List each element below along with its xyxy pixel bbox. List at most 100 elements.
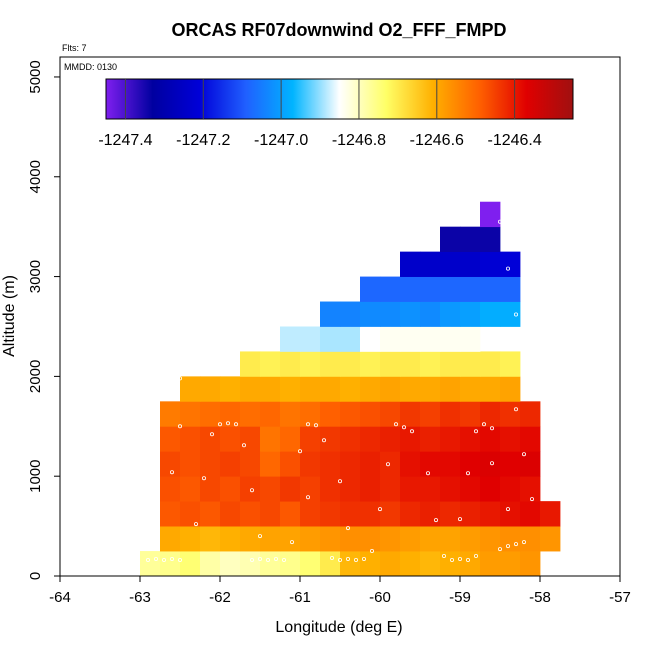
flights-label: Flts: 7 [62, 43, 87, 53]
sample-point [497, 547, 502, 552]
heatmap-cell [240, 476, 261, 502]
heatmap-cell [240, 451, 261, 477]
heatmap-cell [500, 526, 521, 552]
heatmap-cell [480, 276, 501, 302]
heatmap-cell [200, 551, 221, 577]
heatmap-cell [420, 251, 441, 277]
heatmap-cell [260, 451, 281, 477]
heatmap-cell [360, 301, 381, 327]
sample-point [377, 507, 382, 512]
heatmap-cell [480, 301, 501, 327]
heatmap-cell [340, 476, 361, 502]
sample-point [369, 549, 374, 554]
sample-point [337, 479, 342, 484]
heatmap-cell [260, 401, 281, 427]
heatmap-cell [360, 401, 381, 427]
heatmap-cell [200, 426, 221, 452]
heatmap-cell [380, 301, 401, 327]
heatmap-cell [420, 526, 441, 552]
heatmap-cell [440, 376, 461, 402]
heatmap-cell [380, 551, 401, 577]
heatmap-cell [480, 351, 501, 377]
heatmap-cell [240, 551, 261, 577]
y-axis-label: Altitude (m) [1, 275, 18, 357]
sample-point [481, 422, 486, 427]
sample-point [153, 516, 158, 521]
heatmap-cell [520, 476, 541, 502]
heatmap-cell [440, 426, 461, 452]
heatmap-cell [200, 451, 221, 477]
sample-point [201, 476, 206, 481]
heatmap-cell [280, 451, 301, 477]
heatmap-cell [400, 301, 421, 327]
heatmap-cell [280, 551, 301, 577]
heatmap-cell [440, 351, 461, 377]
heatmap-cell [300, 526, 321, 552]
sample-point [514, 407, 519, 412]
heatmap-cell [440, 301, 461, 327]
sample-point [169, 470, 174, 475]
sample-point [273, 557, 278, 562]
heatmap-cell [380, 426, 401, 452]
heatmap-cell [520, 451, 541, 477]
sample-point [505, 266, 510, 271]
x-tick-label: -62 [209, 589, 231, 606]
heatmap-cell [440, 526, 461, 552]
heatmap-cell [460, 376, 481, 402]
heatmap-cell [400, 351, 421, 377]
heatmap-cell [160, 401, 181, 427]
y-tick-label: 2000 [27, 360, 44, 393]
heatmap-cell [360, 376, 381, 402]
x-tick-label: -58 [529, 589, 551, 606]
heatmap-cell [500, 301, 521, 327]
plot-frame [59, 56, 621, 577]
heatmap-cell [400, 551, 421, 577]
heatmap-cell [260, 476, 281, 502]
heatmap-cell [220, 501, 241, 527]
heatmap-cell [280, 376, 301, 402]
colorbar-tick-label: -1247.0 [254, 132, 308, 149]
heatmap-cell [480, 551, 501, 577]
heatmap-cell [440, 476, 461, 502]
heatmap-cell [500, 251, 521, 277]
heatmap-cell [160, 551, 181, 577]
x-tick-label: -57 [609, 589, 631, 606]
x-axis: -64 -63 -62 -61 -60 -59 -58 -57 [49, 576, 631, 606]
sample-point [497, 219, 502, 224]
y-tick-label: 5000 [27, 60, 44, 93]
heatmap-cell [320, 351, 341, 377]
sample-point [465, 471, 470, 476]
heatmap-cell [280, 351, 301, 377]
heatmap-cell [200, 501, 221, 527]
heatmap-cell [480, 401, 501, 427]
heatmap-cell [400, 376, 421, 402]
heatmap-cell [300, 451, 321, 477]
heatmap-cell [220, 376, 241, 402]
sample-point [530, 497, 535, 502]
heatmap-cell [380, 326, 401, 352]
heatmap-cell [160, 451, 181, 477]
heatmap-cell [360, 476, 381, 502]
heatmap-cell [300, 426, 321, 452]
heatmap-cell [420, 426, 441, 452]
heatmap-cell [320, 376, 341, 402]
heatmap-cell [340, 326, 361, 352]
heatmap-cell [400, 476, 421, 502]
heatmap-cell [300, 351, 321, 377]
sample-point [265, 558, 270, 563]
heatmap-cell [220, 551, 241, 577]
heatmap-cell [220, 401, 241, 427]
heatmap-cell [380, 276, 401, 302]
date-label: MMDD: 0130 [64, 62, 117, 72]
heatmap-cell [380, 476, 401, 502]
heatmap-cell [520, 551, 541, 577]
sample-point [393, 422, 398, 427]
heatmap-cell [360, 426, 381, 452]
heatmap-cell [460, 326, 481, 352]
heatmap-cell [380, 501, 401, 527]
heatmap-cell [400, 501, 421, 527]
heatmap-cell [300, 376, 321, 402]
heatmap-cell [200, 376, 221, 402]
heatmap-cell [400, 326, 421, 352]
